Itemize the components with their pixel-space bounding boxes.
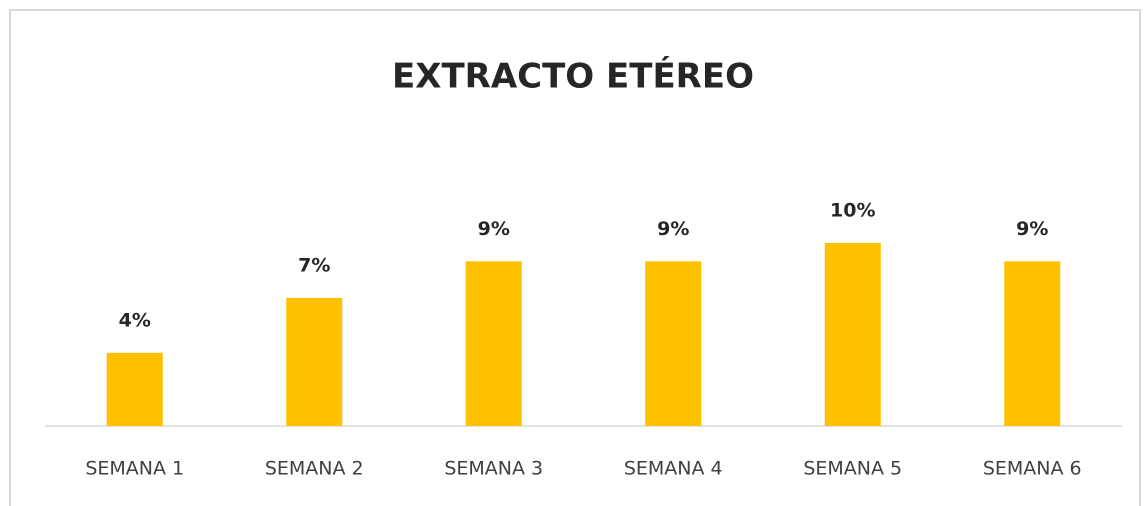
x-tick-label: SEMANA 1: [85, 458, 184, 480]
bar: [286, 297, 343, 426]
data-label: 9%: [478, 218, 510, 240]
data-label: 4%: [119, 309, 151, 331]
data-label: 10%: [830, 200, 875, 222]
bar: [1004, 261, 1061, 426]
bar: [824, 243, 881, 426]
bar: [106, 352, 163, 426]
chart-title: EXTRACTO ETÉREO: [392, 56, 754, 97]
x-tick-label: SEMANA 2: [265, 458, 364, 480]
data-label: 9%: [1016, 218, 1048, 240]
x-tick-label: SEMANA 4: [624, 458, 723, 480]
x-tick-label: SEMANA 5: [803, 458, 902, 480]
chart-frame: [9, 9, 1141, 506]
data-label: 7%: [298, 254, 330, 276]
x-tick-label: SEMANA 6: [983, 458, 1082, 480]
x-tick-label: SEMANA 3: [444, 458, 543, 480]
data-label: 9%: [657, 218, 689, 240]
bar: [645, 261, 702, 426]
bar: [465, 261, 522, 426]
